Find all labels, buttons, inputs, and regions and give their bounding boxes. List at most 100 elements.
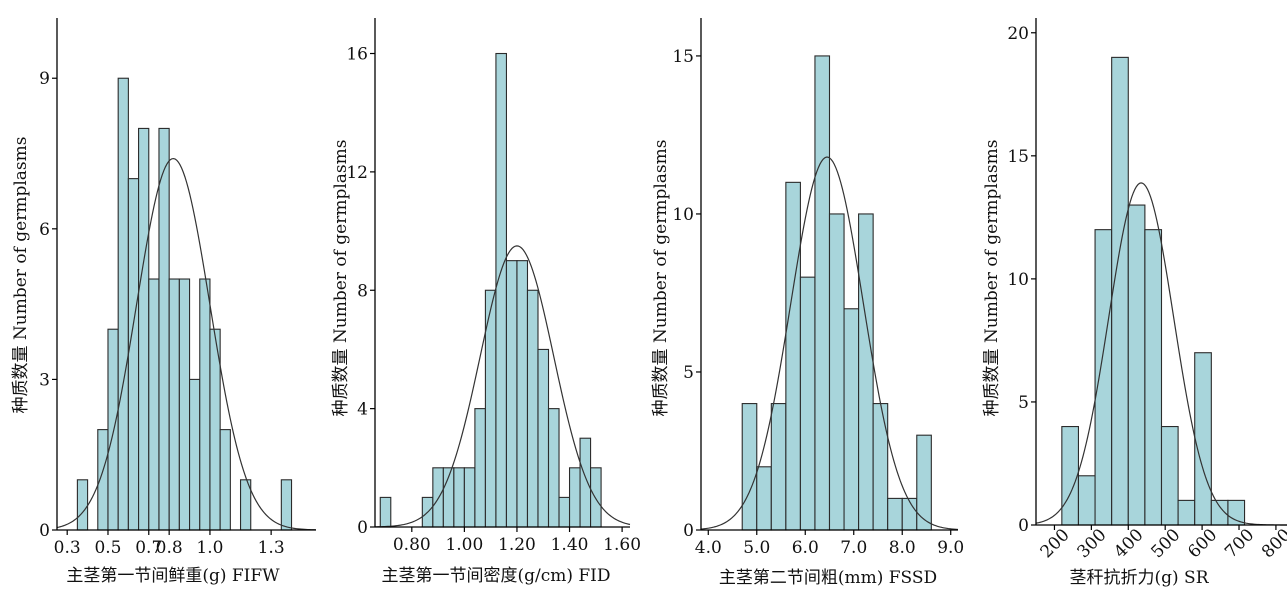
histogram-bar xyxy=(432,467,444,528)
x-tick-label: 0.5 xyxy=(94,538,121,558)
y-axis-title: 种质数量 Number of germplasms xyxy=(651,140,671,417)
chart-panel-fid: 种质数量 Number of germplasms 主茎第一节间密度(g/cm)… xyxy=(331,18,641,586)
x-tick-label: 0.7 xyxy=(135,538,162,558)
y-tick-label: 8 xyxy=(357,281,368,301)
x-tick-label: 0.80 xyxy=(393,535,431,555)
chart-panel-sr: 种质数量 Number of germplasms 茎秆抗折力(g) SR 0 5… xyxy=(982,18,1287,588)
x-tick-label: 400 xyxy=(1110,525,1147,562)
x-tick-label: 1.00 xyxy=(445,535,483,555)
histogram-bar xyxy=(516,260,529,528)
histogram-bar xyxy=(148,278,160,531)
histogram-bar xyxy=(453,467,465,528)
histogram-bar xyxy=(1111,56,1129,526)
x-tick-label: 1.0 xyxy=(196,538,223,558)
histogram-bar xyxy=(901,497,918,531)
histogram-bar xyxy=(76,479,89,531)
y-tick-label: 0 xyxy=(683,521,694,541)
x-tick-label: 8.0 xyxy=(889,538,916,558)
y-tick-label: 5 xyxy=(1018,393,1029,413)
histogram-bar xyxy=(199,278,211,531)
normal-curve xyxy=(374,245,631,528)
histogram-bar xyxy=(828,213,845,531)
histogram-bar xyxy=(590,467,602,528)
chart-panel-fifw: 种质数量 Number of germplasms 主茎第一节间鲜重(g) FI… xyxy=(11,18,317,586)
y-axis-title: 种质数量 Number of germplasms xyxy=(11,137,31,414)
y-tick-label: 10 xyxy=(672,205,694,225)
x-tick-label: 4.0 xyxy=(695,538,722,558)
histogram-bar xyxy=(1061,425,1079,526)
x-tick-label: 1.60 xyxy=(603,535,641,555)
y-tick-label: 5 xyxy=(683,363,694,383)
histogram-bar xyxy=(495,52,507,528)
histogram-bar xyxy=(547,408,560,528)
histogram-bar xyxy=(1077,475,1096,526)
y-tick-label: 20 xyxy=(1007,24,1029,44)
histogram-bar xyxy=(1160,425,1179,526)
y-tick-label: 10 xyxy=(1007,270,1029,290)
x-tick-label: 1.3 xyxy=(258,538,285,558)
x-tick-label: 200 xyxy=(1037,525,1074,562)
histogram-bar xyxy=(1144,229,1163,526)
y-tick-label: 4 xyxy=(357,400,368,420)
histogram-bar xyxy=(799,276,816,531)
histogram-bar xyxy=(1194,352,1212,526)
histogram-bar xyxy=(1094,229,1113,526)
x-tick-label: 700 xyxy=(1221,525,1258,562)
histogram-bar xyxy=(107,328,119,531)
histogram-bar xyxy=(138,127,150,531)
histogram-bar xyxy=(872,403,889,531)
histogram-bar xyxy=(379,496,392,528)
histogram-bar xyxy=(814,55,831,531)
y-tick-label: 9 xyxy=(39,69,50,89)
histogram-bar xyxy=(219,429,231,531)
histogram-bar xyxy=(785,181,801,531)
x-tick-label: 6.0 xyxy=(792,538,819,558)
histogram-bar xyxy=(1127,204,1146,526)
histogram-bar xyxy=(843,308,860,531)
histogram-bar xyxy=(568,467,581,528)
histogram-bar xyxy=(1177,499,1196,526)
y-tick-label: 0 xyxy=(357,518,368,538)
x-axis-title: 主茎第一节间密度(g/cm) FID xyxy=(381,566,610,586)
y-tick-label: 16 xyxy=(346,45,368,65)
histogram-bar xyxy=(537,348,550,528)
x-tick-label: 7.0 xyxy=(840,538,867,558)
y-tick-label: 6 xyxy=(39,220,50,240)
y-tick-label: 3 xyxy=(39,370,50,390)
x-axis-title: 主茎第二节间粗(mm) FSSD xyxy=(719,568,937,588)
histogram-bar xyxy=(127,178,140,531)
y-tick-label: 15 xyxy=(1007,147,1029,167)
histogram-bar xyxy=(770,403,787,531)
x-tick-label: 1.40 xyxy=(551,535,589,555)
histogram-bar xyxy=(1227,499,1246,526)
histogram-bar xyxy=(280,479,293,531)
x-tick-label: 800 xyxy=(1258,525,1287,562)
x-tick-label: 0.8 xyxy=(156,538,183,558)
y-tick-label: 15 xyxy=(672,47,694,67)
x-tick-label: 1.20 xyxy=(498,535,536,555)
x-tick-label: 500 xyxy=(1147,525,1184,562)
y-tick-label: 0 xyxy=(1018,516,1029,536)
histogram-bar xyxy=(579,437,592,528)
x-axis-title: 主茎第一节间鲜重(g) FIFW xyxy=(66,566,280,586)
x-tick-label: 5.0 xyxy=(743,538,770,558)
x-tick-label: 0.3 xyxy=(54,538,81,558)
histogram-bar xyxy=(474,408,486,528)
histogram-bar xyxy=(168,278,180,531)
x-tick-label: 600 xyxy=(1184,525,1221,562)
histogram-bar xyxy=(505,260,518,528)
histogram-bar xyxy=(741,403,758,531)
y-tick-label: 0 xyxy=(39,521,50,541)
x-tick-label: 300 xyxy=(1074,525,1111,562)
normal-curve xyxy=(56,157,317,531)
histogram-bar xyxy=(558,496,571,528)
histogram-bar xyxy=(756,466,772,531)
histogram-bar xyxy=(189,378,201,531)
normal-curve xyxy=(700,156,959,531)
y-axis-title: 种质数量 Number of germplasms xyxy=(982,140,1002,417)
histogram-bar xyxy=(158,127,170,531)
histogram-bar xyxy=(463,467,476,528)
histogram-bar xyxy=(117,77,129,531)
normal-curve xyxy=(1035,182,1287,526)
